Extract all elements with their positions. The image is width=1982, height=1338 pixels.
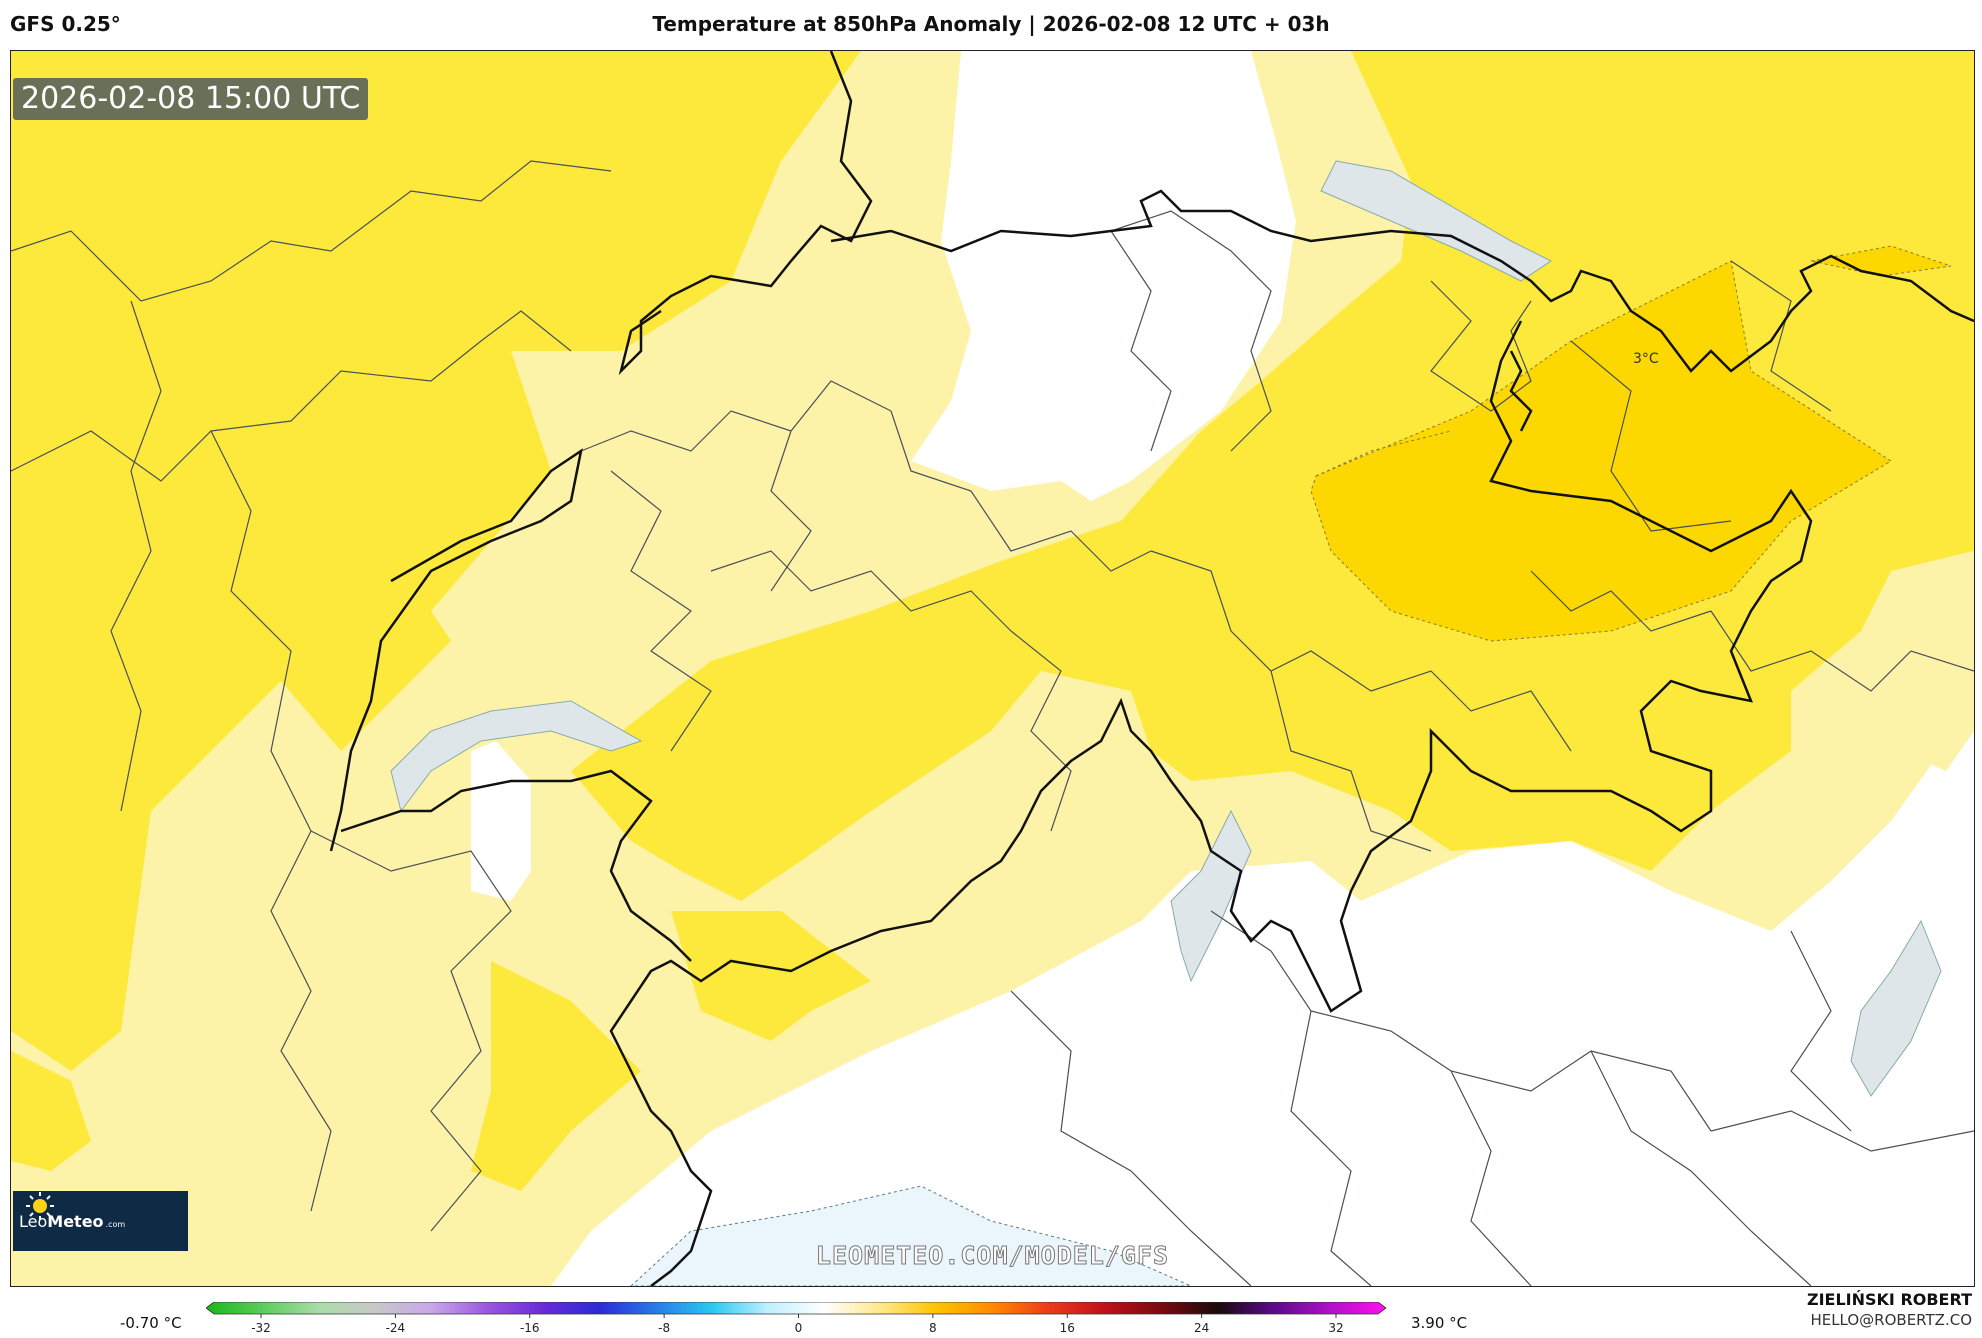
- colorbar-ticks: -32 -24 -16 -8 0 8 16 24 32: [251, 1314, 1344, 1335]
- national-borders: [329, 51, 1974, 1286]
- colorbar-tick-label: 24: [1194, 1321, 1209, 1335]
- colorbar-min-label: -0.70 °C: [120, 1314, 182, 1332]
- lake-geneva: [390, 700, 643, 813]
- lake-constance: [1320, 160, 1552, 282]
- lake-garda: [1850, 919, 1942, 1097]
- leometeo-logo[interactable]: LeoMeteo .com: [13, 1191, 188, 1251]
- neutral-area-south: [551, 701, 1974, 1286]
- regional-boundaries: [11, 160, 1974, 1286]
- sun-icon: [26, 1192, 54, 1220]
- pale-area-se: [1891, 551, 1974, 771]
- cool-area-south: [630, 1185, 1192, 1286]
- site-watermark: LEOMETEO.COM/MODEL/GFS: [815, 1241, 1170, 1271]
- anomaly-field-nw-strip: [11, 431, 161, 791]
- anomaly-field-central: [571, 51, 1974, 901]
- anomaly-field-south-a: [671, 911, 871, 1041]
- anomaly-map: [11, 51, 1974, 1286]
- anomaly-field-west: [11, 51, 861, 1071]
- contour-label: 3°C: [1633, 351, 1659, 367]
- map-panel[interactable]: 2026-02-08 15:00 UTC 3°C LeoMeteo .com L…: [10, 50, 1975, 1287]
- colorbar-tick-label: -16: [520, 1321, 540, 1335]
- colorbar-tick-label: 32: [1328, 1321, 1343, 1335]
- author-email: HELLO@ROBERTZ.CO: [1810, 1311, 1972, 1329]
- colorbar: -32 -24 -16 -8 0 8 16 24 32: [206, 1302, 1387, 1335]
- model-label: GFS 0.25°: [10, 12, 121, 36]
- colorbar-tick-label: -32: [251, 1321, 271, 1335]
- map-title: Temperature at 850hPa Anomaly | 2026-02-…: [652, 12, 1330, 36]
- anomaly-field-core: [1310, 260, 1892, 642]
- colorbar-tick-label: 8: [929, 1321, 937, 1335]
- contour-line: [1315, 430, 1452, 477]
- logo-domain: .com: [105, 1219, 126, 1229]
- anomaly-field-south-b: [471, 961, 641, 1191]
- colorbar-max-label: 3.90 °C: [1411, 1314, 1468, 1332]
- lake-maggiore: [1170, 809, 1252, 983]
- colorbar-tick-label: -24: [386, 1321, 406, 1335]
- colorbar-tick-label: 0: [795, 1321, 803, 1335]
- author-credit: ZIELIŃSKI ROBERT HELLO@ROBERTZ.CO: [1807, 1290, 1972, 1330]
- neutral-area-north: [911, 51, 1296, 501]
- anomaly-field-core-ne: [1810, 245, 1952, 277]
- anomaly-field-sw: [11, 1051, 91, 1171]
- author-name: ZIELIŃSKI ROBERT: [1806, 1290, 1972, 1309]
- colorbar-tick-label: -8: [658, 1321, 670, 1335]
- valid-time-badge: 2026-02-08 15:00 UTC: [13, 78, 369, 120]
- colorbar-body: [206, 1302, 1387, 1315]
- colorbar-tick-label: 16: [1060, 1321, 1075, 1335]
